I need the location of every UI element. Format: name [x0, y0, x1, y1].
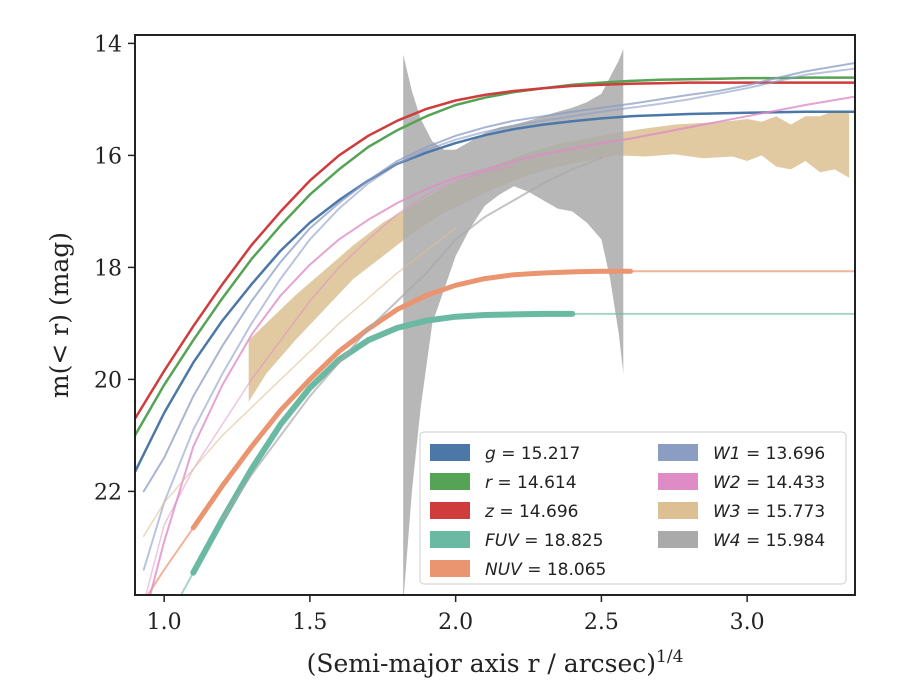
series-line-nuv-ext	[146, 270, 855, 595]
x-tick-label: 2.0	[438, 610, 473, 635]
legend-swatch-w3	[658, 502, 698, 519]
legend-swatch-z	[430, 502, 470, 519]
axes: 1.0 1.5 2.0 2.5 3.0 14 16 18 20 22	[94, 32, 856, 635]
legend-label-w1: W1 = 13.696	[713, 444, 825, 464]
x-tick-label: 2.5	[584, 610, 619, 635]
series-line-w2	[149, 95, 855, 595]
y-tick-label: 14	[94, 32, 122, 57]
legend-swatch-w2	[658, 473, 698, 490]
y-axis-title: m(< r) (mag)	[45, 232, 74, 398]
series-line-w3-faint	[142, 227, 457, 537]
legend-swatch-g	[430, 444, 470, 461]
legend-swatch-r	[430, 473, 470, 490]
y-tick-label: 16	[94, 144, 122, 169]
band-layer	[248, 49, 850, 595]
legend-label-w2: W2 = 14.433	[713, 473, 825, 493]
legend-swatch-w4	[658, 531, 698, 548]
series-line-w1b	[142, 67, 855, 571]
legend-label-g: g = 15.217	[485, 444, 580, 464]
legend: g = 15.217 r = 14.614 z = 14.696 FUV = 18.8…	[419, 431, 847, 585]
series-line-z	[135, 81, 855, 420]
x-axis-title: (Semi-major axis r / arcsec)1/4	[307, 647, 684, 678]
series-line-w4-line	[221, 157, 603, 521]
legend-label-w3: W3 = 15.773	[713, 502, 825, 522]
series-layer	[135, 62, 855, 595]
legend-label-r: r = 14.614	[485, 473, 577, 493]
legend-label-w4: W4 = 15.984	[713, 531, 825, 551]
series-line-fuv-ext	[179, 312, 855, 595]
plot-frame	[134, 34, 856, 596]
band-w4	[403, 49, 624, 595]
legend-box	[419, 431, 847, 585]
y-tick-label: 18	[94, 256, 122, 281]
legend-label-z: z = 14.696	[484, 502, 578, 522]
y-tick-label: 22	[94, 480, 122, 505]
y-tick-label: 20	[94, 368, 122, 393]
x-tick-label: 1.0	[147, 610, 182, 635]
series-line-w2-faint	[145, 165, 515, 595]
legend-label-fuv: FUV = 18.825	[485, 531, 603, 551]
legend-swatch-nuv	[430, 560, 470, 577]
legend-swatch-w1	[658, 444, 698, 461]
axis-labels: (Semi-major axis r / arcsec)1/4 m(< r) (m…	[45, 232, 683, 678]
series-line-w1	[142, 62, 855, 493]
series-line-g	[135, 110, 855, 474]
series-line-r	[135, 76, 855, 437]
legend-label-nuv: NUV = 18.065	[485, 560, 606, 580]
x-tick-label: 3.0	[730, 610, 765, 635]
legend-swatch-fuv	[430, 531, 470, 548]
x-tick-label: 1.5	[292, 610, 327, 635]
